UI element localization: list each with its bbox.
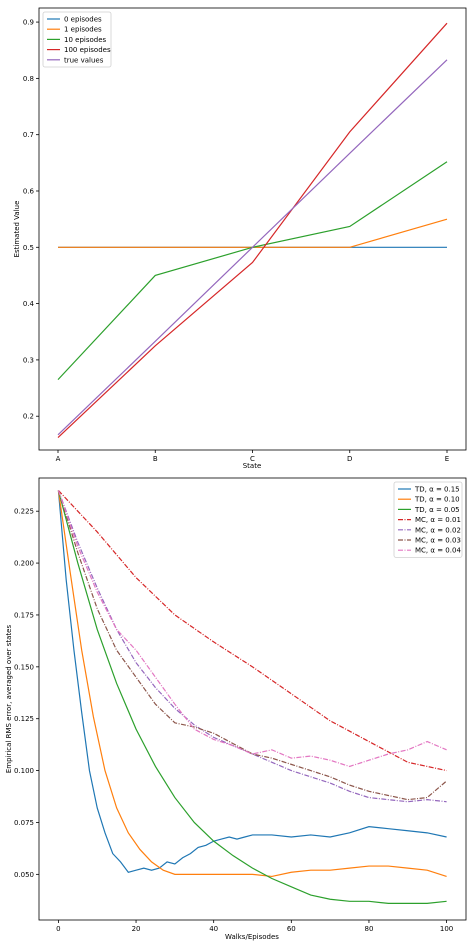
chart2-series-line-3 [57, 490, 447, 772]
chart2-series-line-6 [57, 490, 447, 768]
chart2-y-tick-label: 0.100 [14, 767, 34, 775]
chart2-y-tick-label: 0.125 [14, 715, 34, 723]
chart1-x-tick-label: D [347, 455, 352, 463]
chart2-series-line-2 [57, 490, 447, 905]
chart-estimated-value: A B C D E 0.2 0.3 0.4 0.5 0.6 0.7 0.8 0.9 State Est… [13, 7, 467, 470]
chart2-series-line-1 [57, 490, 447, 878]
chart1-legend-label: true values [64, 56, 104, 64]
chart1-legend-label: 1 episodes [64, 26, 102, 34]
chart2-legend-label: MC, α = 0.03 [415, 537, 461, 545]
chart2-legend-box [393, 481, 463, 558]
chart1-y-tick-label: 0.6 [23, 187, 35, 195]
chart1-y-tick-label: 0.8 [23, 75, 34, 83]
chart2-x-tick-label: 40 [209, 925, 218, 933]
chart2-series-line-5 [57, 490, 447, 801]
chart2-x-ticks: 0 20 40 60 80 100 [56, 920, 453, 933]
chart2-legend-label: MC, α = 0.01 [415, 516, 461, 524]
chart1-x-tick-label: B [153, 455, 158, 463]
chart2-legend: TD, α = 0.15 TD, α = 0.10 TD, α = 0.05 MC, … [393, 481, 463, 558]
chart2-y-ticks: 0.050 0.075 0.100 0.125 0.150 0.175 0.200 0.225 [14, 508, 39, 879]
chart1-y-ticks: 0.2 0.3 0.4 0.5 0.6 0.7 0.8 0.9 [23, 19, 39, 421]
chart1-series-group [57, 22, 448, 439]
chart1-x-axis-label: State [243, 462, 262, 470]
chart1-x-ticks: A B C D E [56, 450, 449, 463]
chart2-plot-area [38, 477, 467, 921]
chart2-x-tick-label: 20 [132, 925, 141, 933]
chart2-x-axis-label: Walks/Episodes [225, 933, 279, 941]
chart1-series-line-1 [58, 218, 448, 248]
chart2-legend-label: MC, α = 0.04 [415, 547, 461, 555]
chart2-legend-label: MC, α = 0.02 [415, 526, 461, 534]
chart1-x-tick-label: E [445, 455, 449, 463]
chart2-x-tick-label: 100 [440, 925, 453, 933]
chart2-x-tick-label: 60 [287, 925, 296, 933]
chart1-y-tick-label: 0.7 [23, 131, 34, 139]
chart2-y-tick-label: 0.075 [14, 819, 34, 827]
chart1-y-tick-label: 0.3 [23, 356, 34, 364]
chart1-legend-label: 0 episodes [64, 16, 102, 24]
chart2-x-tick-label: 80 [364, 925, 373, 933]
chart1-y-tick-label: 0.5 [23, 244, 34, 252]
chart1-y-tick-label: 0.4 [23, 300, 35, 308]
chart1-series-line-2 [57, 161, 448, 381]
chart2-y-tick-label: 0.200 [14, 560, 34, 568]
chart1-series-line-3 [57, 22, 448, 439]
chart1-x-tick-label: A [56, 455, 61, 463]
chart2-x-tick-label: 0 [56, 925, 60, 933]
chart1-x-tick-label: C [250, 455, 255, 463]
chart1-y-tick-label: 0.9 [23, 19, 34, 27]
chart2-legend-label: TD, α = 0.10 [414, 496, 460, 504]
chart2-series-group [57, 490, 447, 905]
chart1-legend-label: 100 episodes [64, 46, 111, 54]
chart2-y-tick-label: 0.050 [14, 871, 34, 879]
chart2-y-tick-label: 0.175 [14, 611, 34, 619]
chart2-y-axis-label: Empirical RMS error, averaged over state… [5, 625, 13, 774]
chart1-legend: 0 episodes 1 episodes 10 episodes 100 episo… [42, 11, 112, 68]
chart2-legend-label: TD, α = 0.05 [414, 506, 460, 514]
chart1-series-line-4 [57, 59, 448, 436]
chart2-series-line-0 [57, 490, 447, 873]
chart2-y-tick-label: 0.225 [14, 508, 34, 516]
chart1-y-tick-label: 0.2 [23, 413, 34, 421]
chart1-legend-label: 10 episodes [64, 36, 107, 44]
chart-rms-error: 0 20 40 60 80 100 0.0500.0750.1000.1250.1500.… [5, 477, 467, 941]
chart1-y-axis-label: Estimated Value [13, 201, 21, 258]
chart2-y-tick-label: 0.150 [14, 663, 34, 671]
chart2-legend-label: TD, α = 0.15 [414, 486, 460, 494]
chart1-legend-box [42, 11, 112, 68]
chart2-series-line-4 [57, 490, 447, 803]
